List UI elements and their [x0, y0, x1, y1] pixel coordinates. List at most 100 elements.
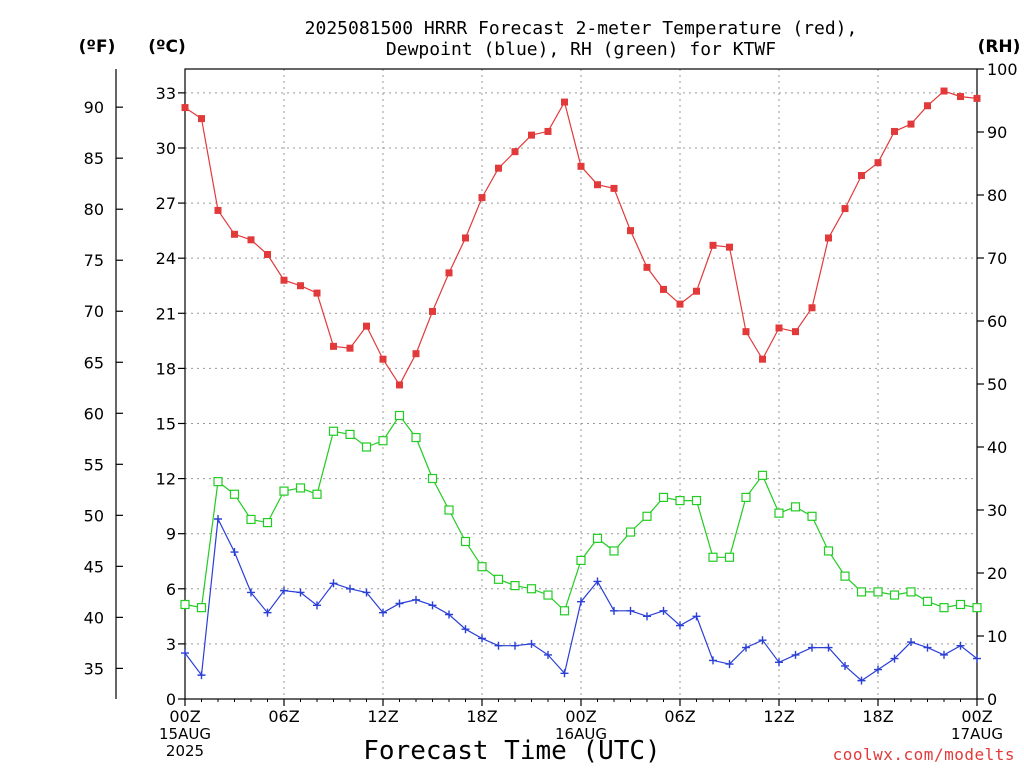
temperature-point: [742, 328, 750, 336]
celsius-tick-label: 9: [166, 525, 176, 544]
dewpoint-point: [197, 671, 206, 680]
dewpoint-point: [313, 601, 321, 610]
x-tick-label: 00Z: [565, 707, 596, 726]
x-tick-label: 12Z: [367, 707, 398, 726]
rh-point: [394, 410, 405, 421]
temperature-point: [181, 104, 189, 112]
dewpoint-point: [610, 606, 618, 615]
x-tick-label: 06Z: [664, 707, 695, 726]
temperature-point: [924, 102, 931, 110]
x-tick-label: 00Z: [961, 707, 992, 726]
dewpoint-point: [329, 579, 338, 588]
temperature-point: [231, 230, 238, 238]
temperature-point: [412, 350, 420, 358]
rh-point: [724, 552, 735, 562]
dewpoint-point: [659, 606, 668, 615]
dewpoint-point: [494, 641, 503, 650]
date-label: 16AUG: [555, 725, 607, 743]
temperature-point: [726, 243, 733, 251]
temperature-point: [379, 355, 387, 363]
celsius-tick-label: 3: [166, 635, 176, 654]
dewpoint-point: [824, 643, 833, 652]
temperature-point: [363, 322, 370, 330]
rh-point: [774, 508, 784, 518]
temperature-point: [511, 148, 519, 156]
date-label: 2025: [166, 742, 204, 760]
date-label: 15AUG: [159, 725, 211, 743]
fahrenheit-tick-label: 35: [84, 659, 104, 678]
temperature-point: [528, 131, 535, 139]
rh-point: [642, 511, 652, 521]
dewpoint-point: [511, 641, 519, 650]
temperature-point: [907, 120, 915, 128]
celsius-tick-label: 12: [156, 470, 176, 489]
dewpoint-point: [626, 606, 635, 615]
x-tick-label: 06Z: [268, 707, 299, 726]
temperature-point: [627, 227, 634, 235]
chart-title-line-1: 2025081500 HRRR Forecast 2-meter Tempera…: [305, 18, 858, 39]
rh-point: [361, 442, 372, 452]
dewpoint-point: [544, 650, 552, 659]
axes: 0 3 6 9 12 15 18 21 24 27 30 33 35 40 45 50 55 60 65 70 75 80…: [84, 60, 1018, 760]
dewpoint-point: [923, 643, 932, 652]
fahrenheit-tick-label: 90: [84, 98, 104, 117]
rh-point: [873, 587, 883, 597]
rh-point: [823, 546, 834, 556]
dewpoint-point: [676, 621, 684, 630]
dewpoint-point: [527, 639, 536, 648]
celsius-tick-label: 30: [156, 139, 176, 158]
rh-point: [592, 533, 603, 543]
fahrenheit-tick-label: 80: [84, 200, 104, 219]
temperature-point: [264, 251, 271, 259]
rh-point: [444, 505, 454, 515]
rh-point: [675, 495, 685, 506]
dewpoint-point: [560, 669, 569, 678]
temperature-point: [874, 159, 882, 167]
temperature-point: [792, 328, 799, 336]
rh-tick-label: 20: [987, 564, 1007, 583]
rh-point: [295, 483, 306, 493]
rh-tick-label: 100: [987, 60, 1018, 79]
temperature-point: [825, 234, 832, 242]
temperature-point: [610, 184, 618, 192]
dewpoint-point: [709, 656, 717, 665]
dewpoint-point: [263, 608, 272, 617]
rh-tick-label: 80: [987, 186, 1007, 205]
rh-tick-label: 90: [987, 123, 1007, 142]
rh-point: [889, 590, 900, 600]
celsius-tick-label: 6: [166, 580, 176, 599]
rh-point: [576, 555, 586, 566]
temperature-point: [478, 194, 486, 202]
temperature-point: [247, 236, 255, 244]
rh-tick-label: 70: [987, 249, 1007, 268]
rh-point: [279, 486, 289, 496]
fahrenheit-tick-label: 50: [84, 506, 104, 525]
rh-point: [213, 477, 223, 487]
temperature-point: [297, 282, 304, 290]
temperature-point: [313, 289, 321, 297]
rh-point: [493, 574, 504, 584]
rh-point: [460, 536, 471, 547]
rh-point: [625, 527, 636, 537]
rh-point: [246, 514, 256, 525]
series-dewpoint: [181, 515, 981, 685]
temperature-point: [396, 381, 403, 389]
rh-unit-label: (RH): [978, 37, 1021, 57]
fahrenheit-tick-label: 55: [84, 455, 104, 474]
rh-point: [312, 489, 322, 499]
dewpoint-point: [296, 588, 305, 597]
dewpoint-point: [907, 638, 915, 647]
rh-point: [955, 599, 966, 610]
dewpoint-point: [280, 586, 288, 595]
temperature-point: [462, 234, 469, 242]
temperature-point: [346, 344, 354, 352]
fahrenheit-tick-label: 75: [84, 251, 104, 270]
temperature-point: [214, 206, 222, 214]
rh-point: [378, 436, 388, 446]
temperature-point: [858, 172, 865, 180]
rh-point: [741, 492, 751, 502]
temperature-point: [693, 287, 700, 295]
dewpoint-point: [791, 650, 800, 659]
dewpoint-point: [379, 608, 387, 617]
temperature-point: [577, 162, 585, 170]
